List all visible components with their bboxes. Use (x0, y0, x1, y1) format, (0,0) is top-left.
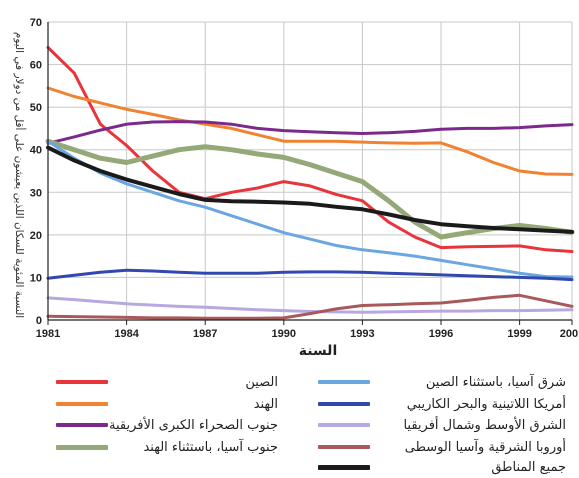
legend-label: جميع المناطق (491, 459, 566, 475)
y-tick-label: 70 (30, 17, 42, 29)
series-line-2 (46, 120, 574, 145)
legend-label: أمريكا اللاتينية والبحر الكاريبي (406, 396, 566, 412)
series-line-1 (46, 86, 574, 176)
series-line-8 (46, 145, 574, 234)
legend-swatch (56, 445, 108, 450)
x-tick-label: 1996 (429, 328, 453, 340)
series-line-4 (46, 139, 574, 279)
legend-label: شرق آسيا، باستثناء الصين (425, 374, 566, 390)
x-tick-label: 1987 (193, 328, 217, 340)
legend-item: الهند (254, 394, 278, 414)
x-tick-label: 1984 (114, 328, 139, 340)
legend-label: جنوب آسيا، باستثناء الهند (143, 439, 278, 455)
y-tick-label: 40 (30, 145, 42, 157)
legend-swatch (318, 465, 370, 470)
y-tick-label: 20 (30, 230, 42, 242)
series-line-5 (46, 268, 574, 282)
legend-label: الهند (253, 396, 278, 412)
y-axis-title: النسبة المئوية للسكان اللذين يعيشون على … (13, 32, 27, 318)
series-lines (45, 46, 575, 320)
x-tick-label: 1981 (36, 328, 60, 340)
legend-label: أوروبا الشرقية وآسيا الوسطى (404, 439, 566, 455)
legend-item: جنوب الصحراء الكبرى الأفريقية (109, 415, 278, 435)
legend-item: الصين (245, 372, 278, 392)
axes: 0 10 20 30 40 50 60 70 1981 1984 1987 1990 1993 1996 1… (30, 17, 579, 340)
legend-item: جميع المناطق (491, 457, 566, 477)
legend-item: أمريكا اللاتينية والبحر الكاريبي (407, 394, 566, 414)
x-tick-label: 2001 (560, 328, 579, 340)
legend-item: أوروبا الشرقية وآسيا الوسطى (405, 437, 566, 457)
legend-swatch (318, 423, 370, 427)
legend-swatch (318, 445, 370, 449)
x-axis-title: السنة (299, 343, 338, 359)
y-tick-label: 30 (30, 187, 42, 199)
x-tick-label: 1999 (507, 328, 531, 340)
x-tick-label: 1990 (272, 328, 296, 340)
series-line-0 (46, 46, 574, 253)
y-tick-label: 50 (30, 102, 42, 114)
legend-item: الشرق الأوسط وشمال أفريقيا (403, 415, 566, 435)
legend-label: جنوب الصحراء الكبرى الأفريقية (109, 417, 278, 433)
legend-swatch (318, 402, 370, 406)
legend-swatch (56, 402, 108, 406)
legend-item: شرق آسيا، باستثناء الصين (426, 372, 566, 392)
legend-swatch (56, 380, 108, 384)
legend-swatch (56, 423, 108, 427)
legend-item: جنوب آسيا، باستثناء الهند (143, 437, 278, 457)
legend-swatch (318, 380, 370, 384)
x-tick-label: 1993 (350, 328, 374, 340)
legend-label: الصين (245, 374, 278, 390)
y-tick-label: 0 (36, 315, 42, 327)
series-line-3 (45, 138, 575, 240)
y-tick-label: 60 (30, 60, 42, 72)
series-line-6 (46, 296, 574, 314)
series-line-7 (46, 293, 574, 320)
legend-label: الشرق الأوسط وشمال أفريقيا (403, 417, 566, 433)
y-tick-label: 10 (30, 272, 42, 284)
